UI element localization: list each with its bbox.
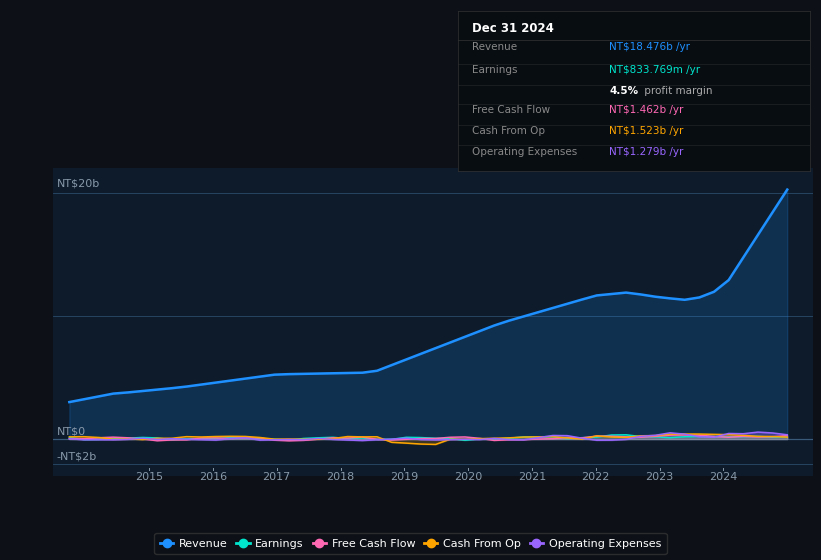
Text: 2016: 2016 xyxy=(199,472,227,482)
Text: NT$1.279b /yr: NT$1.279b /yr xyxy=(609,147,684,157)
Text: NT$1.523b /yr: NT$1.523b /yr xyxy=(609,126,684,136)
Text: Earnings: Earnings xyxy=(472,66,518,76)
Text: NT$1.462b /yr: NT$1.462b /yr xyxy=(609,105,684,115)
Text: 2020: 2020 xyxy=(454,472,482,482)
Text: Dec 31 2024: Dec 31 2024 xyxy=(472,22,554,35)
Text: NT$833.769m /yr: NT$833.769m /yr xyxy=(609,66,700,76)
Text: NT$18.476b /yr: NT$18.476b /yr xyxy=(609,41,690,52)
Text: 2021: 2021 xyxy=(518,472,546,482)
Text: 2017: 2017 xyxy=(263,472,291,482)
Text: profit margin: profit margin xyxy=(641,86,713,96)
Legend: Revenue, Earnings, Free Cash Flow, Cash From Op, Operating Expenses: Revenue, Earnings, Free Cash Flow, Cash … xyxy=(154,533,667,554)
Text: Revenue: Revenue xyxy=(472,41,517,52)
Text: 2015: 2015 xyxy=(135,472,163,482)
Text: Operating Expenses: Operating Expenses xyxy=(472,147,577,157)
Text: 2022: 2022 xyxy=(581,472,610,482)
Text: 2023: 2023 xyxy=(645,472,674,482)
Text: Free Cash Flow: Free Cash Flow xyxy=(472,105,550,115)
Text: -NT$2b: -NT$2b xyxy=(57,451,97,461)
Text: 2018: 2018 xyxy=(327,472,355,482)
Text: NT$0: NT$0 xyxy=(57,427,85,437)
Text: 4.5%: 4.5% xyxy=(609,86,639,96)
Text: Cash From Op: Cash From Op xyxy=(472,126,545,136)
Text: NT$20b: NT$20b xyxy=(57,179,100,189)
Text: 2019: 2019 xyxy=(390,472,419,482)
Text: 2024: 2024 xyxy=(709,472,737,482)
